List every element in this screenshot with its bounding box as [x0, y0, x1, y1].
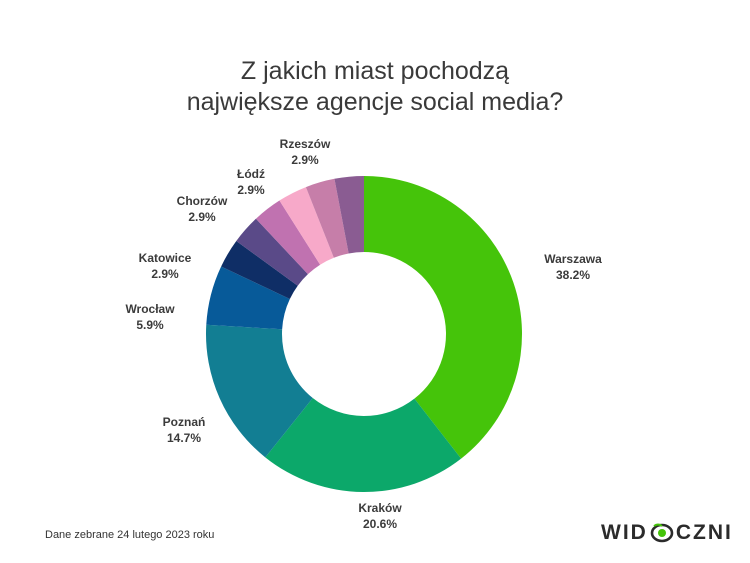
footnote: Dane zebrane 24 lutego 2023 roku	[45, 529, 215, 541]
slice-label-name-0: Warszawa	[544, 252, 602, 266]
slice-label-value-6: 2.9%	[237, 183, 265, 197]
slice-7	[279, 187, 334, 265]
eye-o-logo-icon	[650, 523, 674, 543]
slice-label-value-3: 5.9%	[136, 318, 164, 332]
slice-6	[255, 200, 321, 275]
slice-1	[265, 398, 462, 492]
slice-label-value-4: 2.9%	[151, 267, 179, 281]
slice-2	[206, 324, 313, 458]
slice-label-value-5: 2.9%	[188, 210, 216, 224]
slice-label-name-2: Poznań	[163, 415, 206, 429]
slice-3	[206, 266, 290, 330]
slice-9	[334, 176, 364, 254]
slice-labels: Warszawa 38.2% Kraków 20.6% Poznań 14.7% Wrocł…	[125, 137, 602, 531]
slice-label-value-0: 38.2%	[556, 268, 590, 282]
slice-label-name-3: Wrocław	[125, 302, 175, 316]
slice-label-value-8: 2.9%	[291, 153, 319, 167]
slice-4	[221, 240, 298, 299]
slice-label-name-8: Rzeszów	[280, 137, 331, 151]
slice-label-name-1: Kraków	[358, 501, 402, 515]
chart-title-line-2: największe agencje social media?	[186, 88, 564, 116]
slice-label-value-1: 20.6%	[363, 517, 397, 531]
slice-label-value-2: 14.7%	[167, 431, 201, 445]
slice-label-name-4: Katowice	[139, 251, 192, 265]
brand-logo: WID CZNI	[601, 520, 733, 546]
donut-slices	[206, 176, 522, 492]
slice-label-name-5: Chorzów	[177, 194, 228, 208]
slice-0	[364, 176, 522, 459]
slice-8	[305, 178, 349, 258]
chart-title-line-1: Z jakich miast pochodzą	[240, 57, 510, 85]
logo-text-right: CZNI	[675, 521, 733, 544]
logo-text-left: WID	[601, 521, 648, 544]
slice-5	[236, 218, 308, 286]
chart-title: Z jakich miast pochodzą największe agenc…	[0, 56, 750, 118]
slice-label-name-6: Łódź	[237, 167, 265, 181]
